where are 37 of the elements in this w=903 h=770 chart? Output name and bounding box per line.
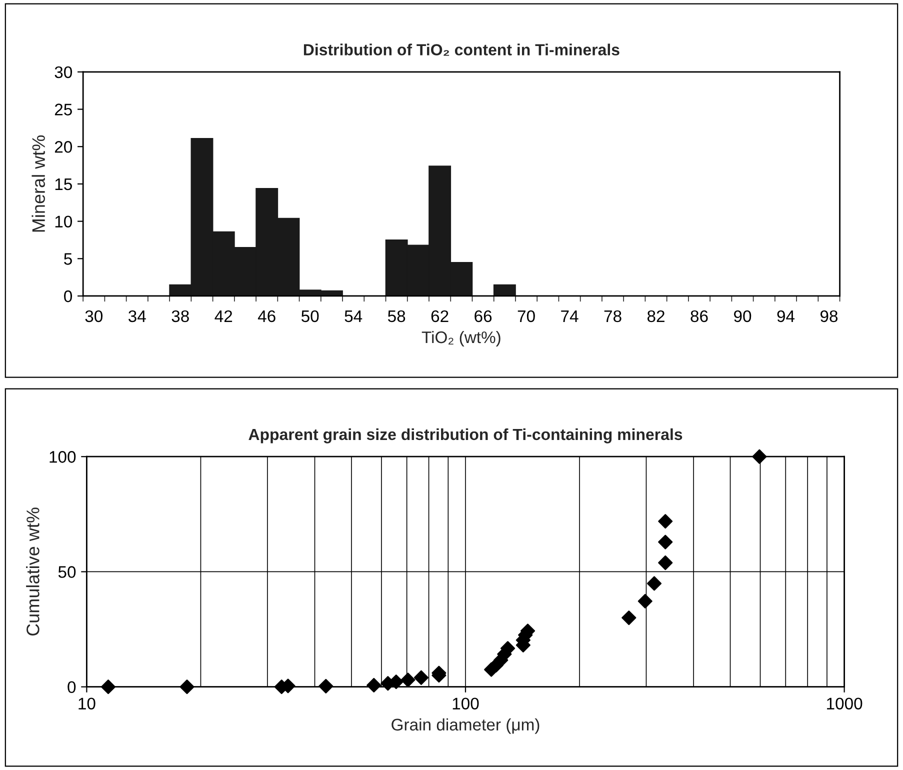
y-axis-title: Mineral wt% [32, 135, 45, 232]
y-tick-label: 30 [54, 66, 72, 78]
y-tick-label: 50 [58, 566, 76, 578]
x-tick-label: 70 [518, 310, 535, 322]
x-tick-label: 66 [474, 310, 492, 322]
x-tick-label: 86 [690, 310, 708, 322]
y-tick-label: 5 [64, 253, 72, 265]
y-tick-label: 20 [54, 141, 72, 153]
x-tick-label: 94 [777, 310, 795, 322]
x-tick-label: 54 [344, 310, 362, 322]
y-axis-title: Cumulative wt% [26, 508, 40, 636]
chart-title: Apparent grain size distribution of Ti-containing minerals [248, 428, 682, 444]
chart-title: Distribution of TiO₂ content in Ti-minerals [304, 44, 620, 56]
y-tick-label: 25 [54, 104, 72, 116]
x-axis-title: Grain diameter (μm) [392, 718, 540, 734]
x-tick-label: 10 [78, 698, 96, 710]
y-tick-label: 15 [55, 178, 72, 190]
y-tick-label: 10 [55, 216, 72, 228]
x-tick-label: 38 [172, 310, 189, 322]
x-tick-label: 98 [820, 310, 838, 322]
x-tick-label: 34 [128, 310, 146, 322]
y-tick-label: 0 [68, 681, 76, 694]
x-tick-label: 1000 [827, 698, 862, 710]
x-tick-label: 78 [604, 310, 622, 322]
y-tick-label: 0 [64, 290, 72, 302]
y-tick-label: 100 [50, 451, 76, 463]
x-tick-label: 42 [214, 310, 232, 322]
x-tick-label: 74 [561, 310, 578, 322]
x-tick-label: 82 [647, 310, 664, 322]
x-tick-label: 58 [388, 310, 406, 322]
x-tick-label: 100 [452, 698, 479, 710]
x-tick-label: 62 [431, 310, 448, 322]
x-tick-label: 50 [301, 310, 319, 322]
x-axis-title: TiO₂ (wt%) [422, 330, 500, 346]
x-tick-label: 30 [85, 310, 103, 322]
x-tick-label: 90 [734, 310, 752, 322]
x-tick-label: 46 [258, 310, 276, 322]
